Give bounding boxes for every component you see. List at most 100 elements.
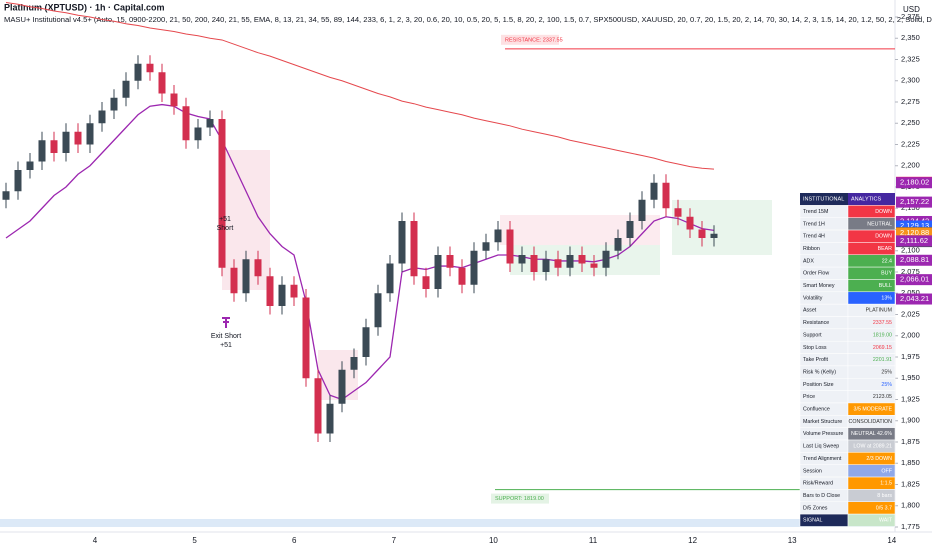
candle-body [302,297,310,379]
candle-body [230,267,238,294]
candle-body [554,259,562,268]
y-tick-label: 1,925 [901,394,920,403]
candle-body [86,123,94,145]
table-header: INSTITUTIONAL [803,197,844,203]
candle-body [314,378,322,434]
candle-body [158,72,166,94]
table-label: Session [803,468,822,474]
table-label: Market Structure [803,419,842,425]
table-label: Trend Alignment [803,456,842,462]
table-label: Support [803,332,822,338]
candle-body [458,267,466,285]
y-tick-label: 2,100 [901,246,920,255]
table-value: BEAR [878,246,893,252]
table-value: PLATINUM [866,308,892,314]
candle-body [614,238,622,251]
y-tick-label: 1,900 [901,416,920,425]
y-tick-label: 2,350 [901,33,920,42]
table-value: 2123.05 [873,394,892,400]
table-value: CONSOLIDATION [849,419,893,425]
y-tick-label: 1,800 [901,501,920,510]
table-label: Trend 4H [803,234,825,240]
table-value: 2201.91 [873,357,892,363]
table-label: Confluence [803,407,830,413]
price-tag [896,235,932,247]
level-label: RESISTANCE: 2337.55 [505,37,563,43]
price-tag [896,227,932,239]
price-tag [896,254,932,266]
y-tick-label: 2,025 [901,309,920,318]
y-tick-label: 2,200 [901,161,920,170]
table-value: DOWN [875,209,892,215]
candle-body [626,221,634,238]
candle-body [290,284,298,298]
candle-body [110,97,118,111]
table-label: Smart Money [803,283,835,289]
x-tick-label: 5 [192,536,197,545]
y-tick-label: 2,050 [901,288,920,297]
table-value: 1819.00 [873,332,892,338]
table-value: 8 bars [877,493,892,499]
x-tick-label: 12 [688,536,697,545]
candle-body [182,106,190,141]
candle-body [650,182,658,200]
table-value: OFF [881,468,892,474]
table-value: DOWN [875,234,892,240]
candle-body [446,255,454,268]
table-label: SIGNAL [803,518,822,524]
candle-body [638,199,646,221]
candle-body [578,255,586,264]
price-tag [896,177,932,189]
candle-body [50,140,58,153]
table-value: NEUTRAL 42.6% [851,431,892,437]
table-value: 2337.55 [873,320,892,326]
table-header-cell [800,193,848,206]
y-tick-label: 2,075 [901,267,920,276]
candle-body [530,255,538,272]
table-label: Trend 15M [803,209,828,215]
table-label: Risk/Reward [803,481,833,487]
table-value: 22.4 [882,258,892,264]
table-label: Position Size [803,382,834,388]
price-tag [896,293,932,305]
x-tick-label: 13 [788,536,797,545]
table-label: Asset [803,308,817,314]
table-label: Volatility [803,295,823,301]
candle-body [338,369,346,404]
table-value: BUY [881,271,892,277]
y-tick-label: 1,825 [901,479,920,488]
exit-marker [222,317,230,328]
candle-body [146,63,154,73]
candle-body [26,161,34,170]
candle-body [386,263,394,294]
candle-body [710,233,718,238]
x-tick-label: 6 [292,536,297,545]
table-label: Risk % (Kelly) [803,369,836,375]
table-label: Stop Loss [803,345,827,351]
candle-body [14,170,22,192]
candle-body [218,119,226,268]
table-label: ADX [803,258,814,264]
x-tick-label: 10 [489,536,498,545]
table-label: Price [803,394,815,400]
level-label: SUPPORT: 1819.00 [495,496,544,502]
price-tag-label: 2,129.13 [900,221,929,230]
y-tick-label: 1,975 [901,352,920,361]
table-label: Bars to D Close [803,493,840,499]
candle-body [422,276,430,289]
analytics-table: INSTITUTIONAL ANALYTICS Trend 15M DOWN Trend… [799,193,896,527]
session-band [0,519,895,527]
candle-body [374,293,382,328]
candle-body [122,80,130,98]
price-tag-label: 2,180.02 [900,178,929,187]
candle-body [482,242,490,251]
annotation: Short [217,225,234,232]
price-tag [896,196,932,208]
table-label: Take Profit [803,357,829,363]
annotation: +51 [220,342,232,349]
table-value: 3/5 MODERATE [854,407,893,413]
candle-body [194,127,202,141]
indicator-line [5,103,715,401]
